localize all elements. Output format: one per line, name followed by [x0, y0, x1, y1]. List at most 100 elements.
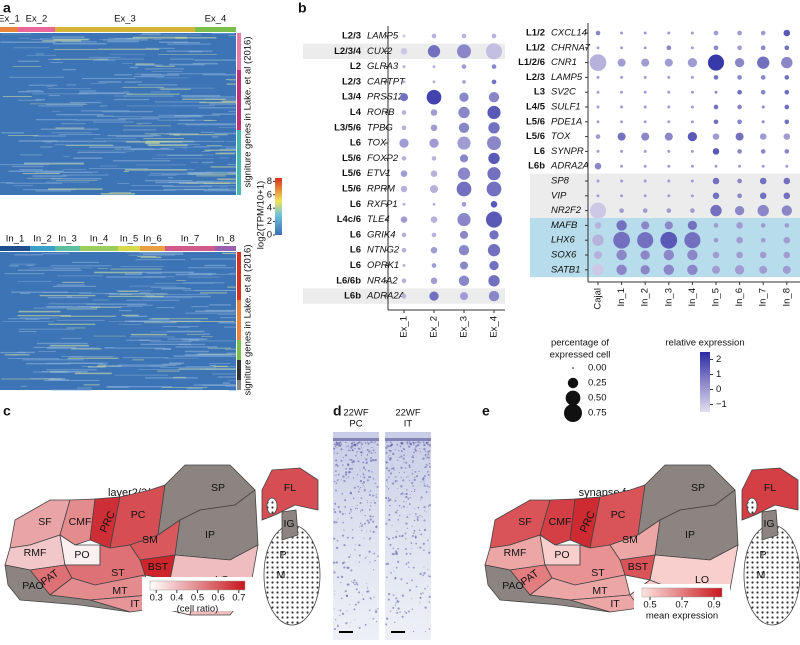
heatmap-streak [182, 282, 225, 284]
dot [593, 250, 603, 260]
heatmap-streak [42, 253, 70, 255]
cell-stain [409, 514, 411, 516]
cell-stain [419, 441, 421, 444]
cell-stain [358, 626, 361, 629]
heatmap-streak [97, 48, 160, 50]
cell-stain [428, 456, 430, 459]
cell-stain [385, 446, 388, 449]
layer-label: L6b [528, 161, 545, 172]
dot [643, 75, 647, 79]
column-label: In_7 [758, 288, 769, 307]
cell-stain [372, 494, 375, 497]
heatmap-streak [35, 98, 45, 101]
cell-stain [353, 441, 356, 444]
heatmap-streak [58, 133, 101, 135]
cell-stain [368, 450, 371, 453]
cell-stain [427, 473, 430, 476]
cell-stain [333, 447, 336, 450]
heatmap-streak [196, 180, 236, 182]
heatmap-streak [202, 384, 236, 386]
cell-stain [337, 442, 340, 445]
dot [660, 231, 678, 249]
cell-stain [351, 536, 354, 539]
cell-stain [373, 442, 375, 444]
cell-stain [416, 519, 419, 522]
legend-tick-label: 0.4 [170, 593, 183, 604]
dot [596, 194, 600, 198]
heatmap-streak [55, 127, 85, 129]
cell-stain [364, 623, 367, 626]
heatmap-streak [169, 140, 225, 142]
heatmap-streak [201, 131, 215, 133]
heatmap-streak [135, 259, 186, 261]
heatmap-streak [63, 169, 87, 170]
heatmap-streak [121, 63, 133, 64]
cell-stain [386, 562, 389, 565]
dot [711, 265, 721, 274]
dot [643, 194, 647, 198]
cell-stain [395, 550, 398, 553]
dot [737, 178, 742, 184]
gene-label: LHX6 [551, 235, 575, 246]
heatmap-streak [93, 59, 116, 61]
heatmap-streak [53, 58, 109, 60]
heatmap-streak [156, 294, 209, 295]
region-label: RMF [504, 547, 527, 559]
cell-stain [428, 463, 431, 465]
heatmap-streak [89, 366, 107, 368]
dot [426, 89, 442, 105]
heatmap-streak [27, 177, 62, 179]
dot [712, 192, 720, 200]
cell-stain [398, 456, 400, 458]
side-label: signiture genes in Lake. et al (2016) [243, 36, 254, 187]
heatmap-streak [137, 256, 157, 257]
cell-stain [407, 610, 410, 613]
cell-stain [405, 612, 408, 614]
dot [667, 164, 671, 168]
heatmap-streak [12, 66, 42, 67]
dot [784, 149, 790, 154]
dot [402, 65, 406, 69]
legend-label: 0.25 [588, 378, 607, 389]
cell-stain [373, 552, 376, 555]
cell-stain [343, 544, 346, 547]
dot [431, 263, 437, 268]
heatmap-streak [143, 322, 177, 324]
cell-stain [333, 537, 336, 540]
cell-stain [395, 497, 397, 499]
dot [737, 89, 742, 95]
heatmap-streak [157, 119, 213, 121]
cell-stain [403, 500, 405, 503]
cell-stain [352, 461, 354, 463]
heatmap-streak [98, 81, 122, 83]
cell-stain [412, 566, 415, 569]
dot [690, 90, 694, 94]
cell-stain [406, 527, 408, 529]
heatmap-streak [61, 356, 114, 358]
heatmap-streak [158, 54, 217, 55]
gene-group-bar [237, 130, 241, 195]
cell-stain [394, 621, 396, 624]
heatmap-streak [129, 66, 138, 69]
cell-stain [351, 467, 354, 470]
cell-stain [369, 530, 372, 532]
cell-stain [341, 479, 343, 481]
legend-dot [564, 404, 582, 422]
heatmap-streak [201, 151, 211, 153]
cell-stain [361, 483, 363, 485]
region-label: M [277, 569, 286, 581]
cell-stain [395, 511, 398, 514]
dot [489, 230, 499, 240]
medial-region [761, 509, 779, 541]
heatmap-streak [222, 382, 230, 384]
heatmap-streak [191, 306, 209, 308]
cell-stain [344, 454, 348, 457]
cell-stain [400, 466, 403, 469]
dot [664, 221, 673, 230]
heatmap-streak [61, 123, 86, 125]
heatmap-streak [205, 309, 236, 312]
cell-stain [391, 467, 393, 470]
heatmap-streak [108, 295, 164, 298]
legend-title: relative expression [665, 338, 744, 349]
cell-stain [373, 500, 375, 502]
